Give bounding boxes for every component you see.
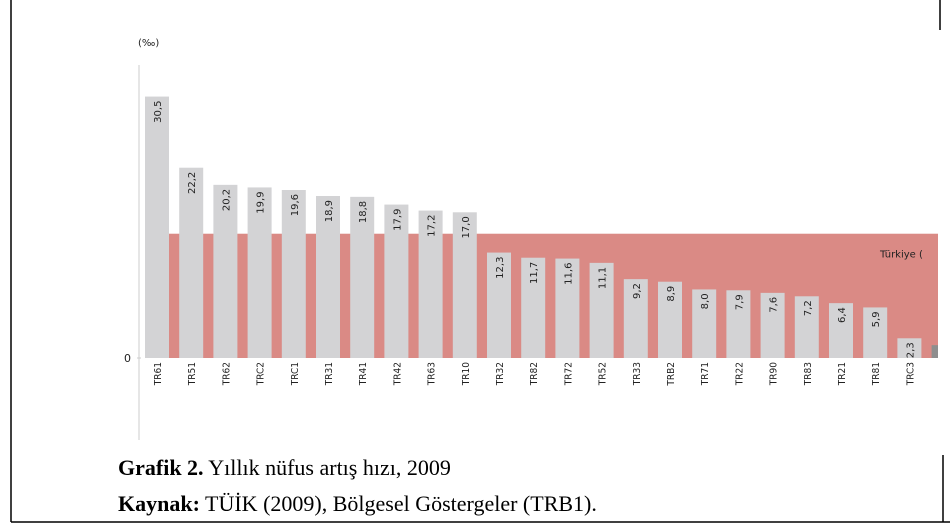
value-label: 7,2: [803, 300, 814, 316]
value-label: 12,3: [495, 257, 506, 279]
x-tick-label: TR41: [358, 362, 369, 386]
bar: [623, 279, 648, 358]
source-text: TÜİK (2009), Bölgesel Göstergeler (TRB1)…: [205, 491, 597, 516]
value-label: 17,0: [461, 216, 472, 238]
bar: [829, 303, 853, 358]
value-label: 7,6: [769, 297, 780, 313]
x-tick-label: TRC1: [290, 362, 301, 386]
caption-bold: Grafik 2.: [118, 455, 204, 480]
x-tick-label: TRB1: [940, 362, 950, 387]
bar: [487, 252, 511, 358]
x-tick-label: TR61: [153, 362, 164, 386]
bar: [316, 196, 340, 358]
value-label: 6,4: [837, 307, 848, 323]
x-tick-label: TRC2: [256, 362, 267, 386]
bar: [247, 187, 272, 358]
value-label: 18,9: [324, 200, 335, 222]
bar: [418, 210, 443, 358]
plot: 0 Türkiye ( 30,5 TR61 22,2 TR51 20,2 TR62 19,9 TR…: [124, 65, 950, 440]
x-tick-label: TR32: [495, 362, 506, 386]
x-tick-label: TR62: [221, 362, 232, 386]
value-label: 1,5: [940, 349, 950, 367]
value-label: 19,9: [256, 191, 267, 213]
bar: [145, 96, 169, 359]
value-label: 17,2: [427, 215, 438, 237]
value-label: 8,9: [666, 286, 677, 302]
x-tick-label: TR63: [427, 362, 438, 386]
bar: [726, 290, 751, 358]
bar: [213, 184, 238, 358]
x-tick-label: TR42: [392, 362, 403, 386]
x-tick-label: TR71: [700, 362, 711, 386]
x-tick-label: TR82: [529, 362, 540, 386]
value-label: 2,3: [905, 342, 916, 358]
bar: [931, 345, 938, 358]
value-label: 9,2: [632, 283, 643, 299]
value-label: 7,9: [734, 294, 745, 310]
x-tick-label: TR51: [187, 362, 198, 386]
bar: [794, 296, 819, 358]
bar: [521, 257, 546, 358]
value-label: 19,6: [290, 194, 301, 216]
caption-source: Kaynak: TÜİK (2009), Bölgesel Göstergele…: [118, 491, 597, 516]
bar: [179, 167, 204, 358]
x-tick-label: TR31: [324, 362, 335, 386]
value-label: 30,5: [153, 101, 164, 123]
bar: [281, 190, 306, 358]
bar: [350, 196, 375, 358]
x-tick-label: TR90: [769, 362, 780, 386]
x-tick-label: TR81: [871, 362, 882, 386]
bar: [452, 212, 477, 358]
bar: [897, 338, 922, 358]
value-label: 11,6: [563, 263, 574, 285]
x-tick-label: TRB2: [666, 362, 677, 387]
y-tick-label: 0: [124, 352, 131, 365]
x-tick-label: TR52: [598, 362, 609, 386]
bar: [555, 258, 580, 358]
reference-label: Türkiye (: [879, 250, 923, 261]
caption-title: Grafik 2. Yıllık nüfus artış hızı, 2009: [118, 455, 451, 480]
value-label: 11,1: [598, 267, 609, 289]
bar: [760, 292, 785, 358]
x-tick-label: TR21: [837, 362, 848, 386]
source-bold: Kaynak:: [118, 491, 200, 516]
value-label: 20,2: [221, 189, 232, 211]
bar: [384, 204, 409, 358]
x-tick-label: TR22: [734, 362, 745, 386]
value-label: 5,9: [871, 311, 882, 327]
value-label: 8,0: [700, 293, 711, 309]
x-tick-label: TR33: [632, 362, 643, 386]
value-label: 18,8: [358, 201, 369, 223]
bar: [863, 307, 888, 358]
bar: [589, 262, 614, 358]
x-tick-label: TR72: [563, 362, 574, 386]
value-label: 17,9: [392, 209, 403, 231]
caption-text: Yıllık nüfus artış hızı, 2009: [208, 455, 451, 480]
value-label: 11,7: [529, 262, 540, 284]
value-label: 22,2: [187, 172, 198, 194]
bar: [658, 281, 682, 358]
y-label: (‰): [138, 38, 159, 49]
bar: [692, 289, 717, 358]
x-tick-label: TRC3: [905, 362, 916, 386]
x-tick-label: TR10: [461, 362, 472, 386]
x-tick-label: TR83: [803, 362, 814, 386]
